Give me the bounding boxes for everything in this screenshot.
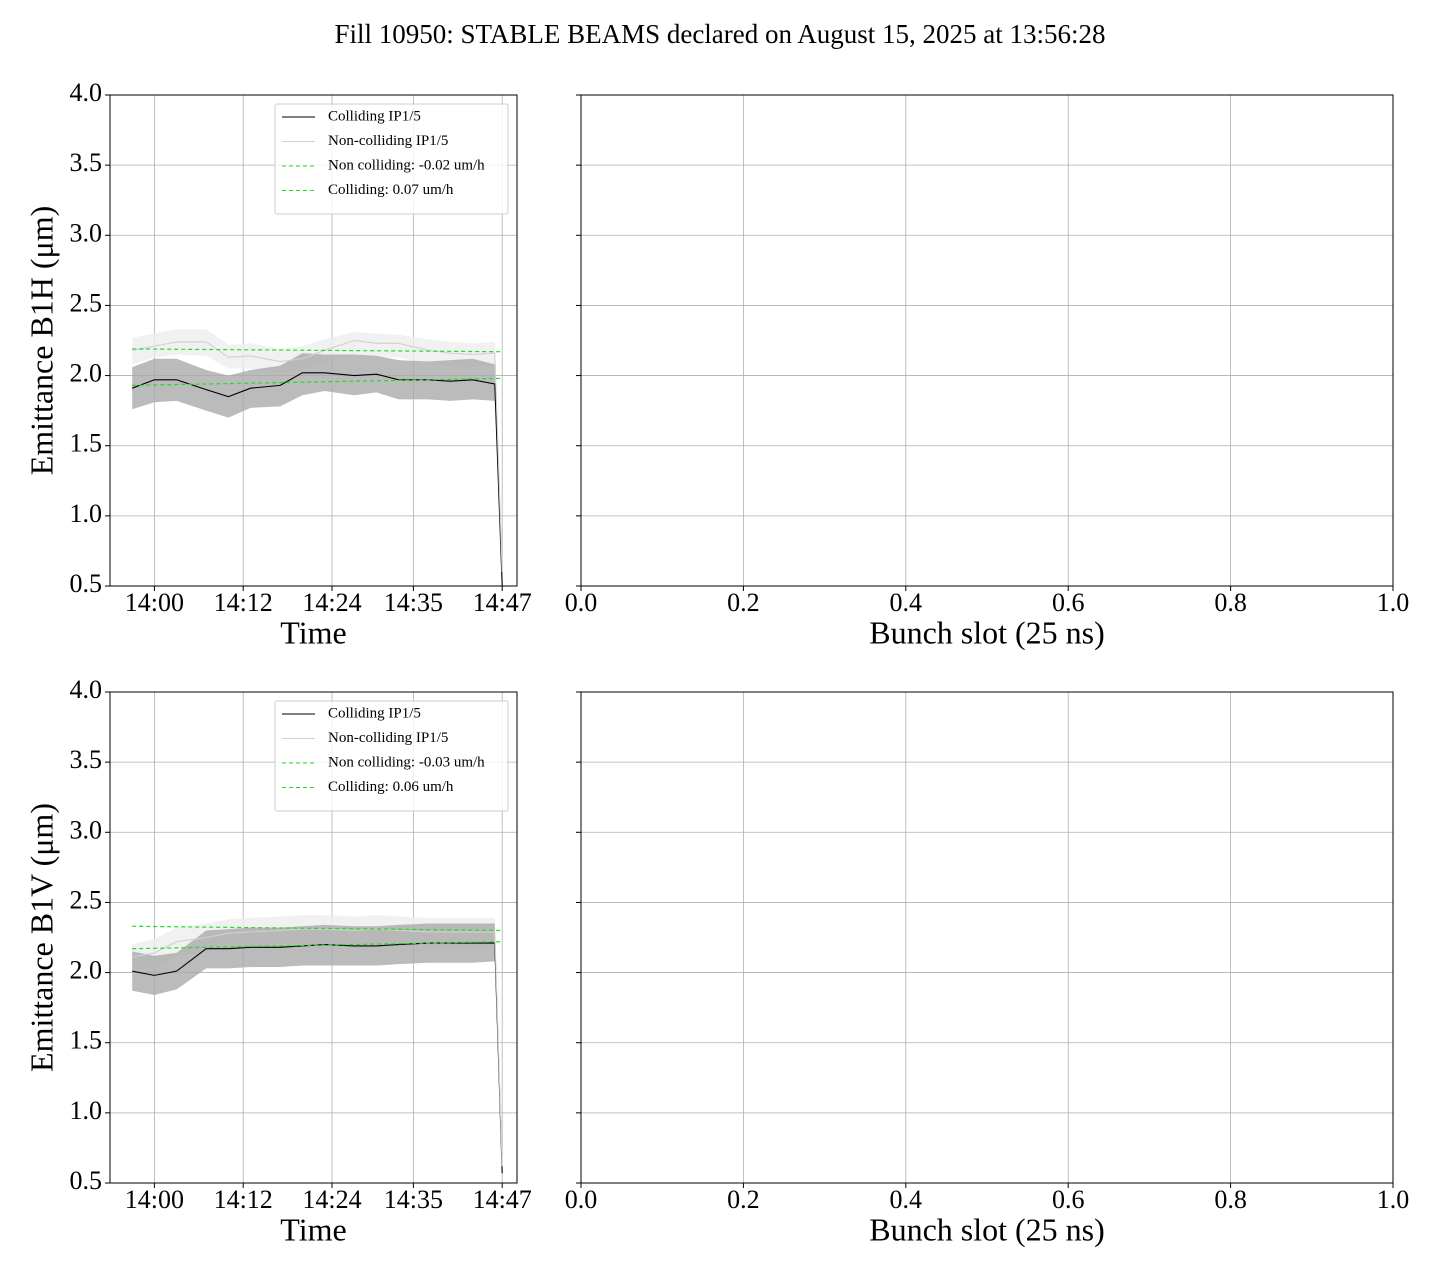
x-tick-label: 0.0 (565, 1185, 598, 1214)
legend-label: Colliding: 0.06 um/h (328, 779, 454, 795)
y-tick-label: 3.5 (70, 148, 103, 177)
x-tick-label: 14:47 (473, 1185, 532, 1214)
legend-label: Colliding: 0.07 um/h (328, 182, 454, 198)
series-line (132, 372, 503, 586)
series-line (132, 928, 503, 1167)
x-tick-label: 14:00 (125, 588, 184, 617)
axes-frame (580, 691, 1394, 1184)
x-tick-label: 14:24 (302, 1185, 361, 1214)
y-tick-label: 1.5 (70, 429, 103, 458)
x-tick-label: 0.2 (727, 1185, 760, 1214)
series-line (132, 941, 503, 950)
y-axis-label: Emittance B1V (μm) (23, 803, 59, 1072)
x-axis-label: Bunch slot (25 ns) (869, 614, 1105, 650)
x-tick-label: 14:24 (302, 588, 361, 617)
figure-title: Fill 10950: STABLE BEAMS declared on Aug… (334, 19, 1105, 49)
legend-label: Non-colliding IP1/5 (328, 730, 448, 746)
x-tick-label: 0.8 (1214, 588, 1247, 617)
x-tick-label: 0.4 (890, 1185, 923, 1214)
legend-label: Colliding IP1/5 (328, 705, 421, 721)
legend-label: Non-colliding IP1/5 (328, 133, 448, 149)
x-tick-label: 0.6 (1052, 588, 1085, 617)
x-tick-label: 14:35 (384, 1185, 443, 1214)
y-tick-label: 2.5 (70, 288, 103, 317)
x-axis-label: Bunch slot (25 ns) (869, 1211, 1105, 1247)
axes-frame (109, 94, 518, 587)
legend-label: Non colliding: -0.02 um/h (328, 157, 485, 173)
x-tick-label: 0.8 (1214, 1185, 1247, 1214)
y-tick-label: 0.5 (70, 569, 103, 598)
x-tick-label: 14:12 (214, 1185, 273, 1214)
band (132, 923, 503, 1181)
y-tick-label: 1.0 (70, 1096, 103, 1125)
legend-label: Non colliding: -0.03 um/h (328, 754, 485, 770)
series-line (132, 377, 503, 386)
series-line (132, 925, 503, 932)
plot-area (132, 329, 503, 586)
y-tick-label: 3.5 (70, 745, 103, 774)
x-axis-label: Time (280, 614, 346, 650)
band (132, 353, 503, 586)
series-line (132, 348, 503, 353)
y-axis-label: Emittance B1H (μm) (23, 206, 59, 476)
axes-frame (109, 691, 518, 1184)
y-tick-label: 2.5 (70, 885, 103, 914)
x-tick-label: 14:47 (473, 588, 532, 617)
y-tick-label: 3.0 (70, 815, 103, 844)
legend-box (274, 103, 509, 215)
x-tick-label: 1.0 (1377, 1185, 1410, 1214)
x-tick-label: 14:00 (125, 1185, 184, 1214)
plot-area (132, 915, 503, 1181)
y-tick-label: 2.0 (70, 956, 103, 985)
axes-frame (580, 94, 1394, 587)
x-tick-label: 14:35 (384, 588, 443, 617)
y-tick-label: 2.0 (70, 359, 103, 388)
x-tick-label: 0.4 (890, 588, 923, 617)
x-tick-label: 0.0 (565, 588, 598, 617)
x-tick-label: 0.2 (727, 588, 760, 617)
y-tick-label: 0.5 (70, 1166, 103, 1195)
x-axis-label: Time (280, 1211, 346, 1247)
legend-label: Colliding IP1/5 (328, 108, 421, 124)
x-tick-label: 1.0 (1377, 588, 1410, 617)
y-tick-label: 3.0 (70, 218, 103, 247)
y-tick-label: 4.0 (70, 78, 103, 107)
legend-box (274, 700, 509, 812)
y-tick-label: 1.0 (70, 499, 103, 528)
y-tick-label: 4.0 (70, 675, 103, 704)
x-tick-label: 0.6 (1052, 1185, 1085, 1214)
y-tick-label: 1.5 (70, 1026, 103, 1055)
x-tick-label: 14:12 (214, 588, 273, 617)
